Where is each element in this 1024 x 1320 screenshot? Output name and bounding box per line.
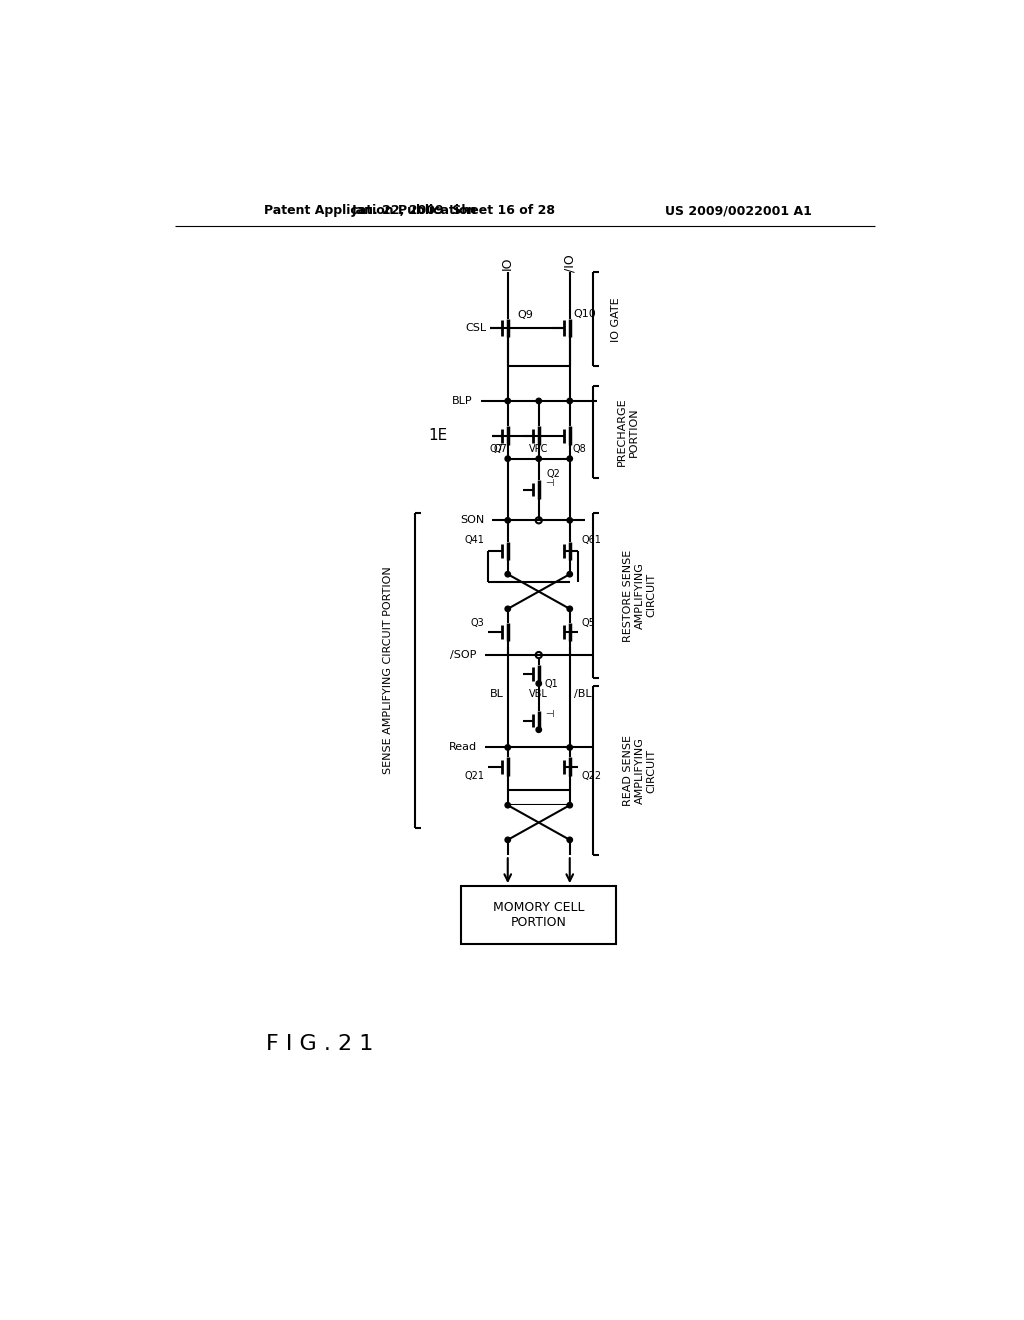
- Text: 1E: 1E: [428, 428, 447, 444]
- Text: Q3: Q3: [471, 618, 484, 628]
- Bar: [508, 789, 569, 805]
- Text: /SOP: /SOP: [451, 649, 477, 660]
- Text: Q5: Q5: [582, 618, 595, 628]
- Text: Jan. 22, 2009  Sheet 16 of 28: Jan. 22, 2009 Sheet 16 of 28: [351, 205, 555, 218]
- Circle shape: [567, 744, 572, 750]
- Text: ⊣: ⊣: [546, 478, 554, 488]
- Text: F I G . 2 1: F I G . 2 1: [266, 1034, 374, 1053]
- Circle shape: [567, 572, 572, 577]
- Circle shape: [567, 455, 572, 462]
- Text: Patent Application Publication: Patent Application Publication: [263, 205, 476, 218]
- Circle shape: [505, 572, 510, 577]
- Circle shape: [505, 606, 510, 611]
- Text: RESTORE SENSE
AMPLIFYING
CIRCUIT: RESTORE SENSE AMPLIFYING CIRCUIT: [623, 549, 656, 642]
- Circle shape: [505, 455, 510, 462]
- Circle shape: [505, 517, 510, 523]
- Circle shape: [567, 606, 572, 611]
- Text: CSL: CSL: [465, 323, 486, 333]
- Circle shape: [536, 727, 542, 733]
- Text: Q1: Q1: [545, 678, 559, 689]
- Text: Q9: Q9: [517, 310, 532, 321]
- Bar: [508, 805, 569, 809]
- Circle shape: [536, 455, 542, 462]
- Text: READ SENSE
AMPLIFYING
CIRCUIT: READ SENSE AMPLIFYING CIRCUIT: [623, 735, 656, 807]
- Bar: [461, 886, 616, 944]
- Circle shape: [505, 803, 510, 808]
- Circle shape: [505, 837, 510, 842]
- Text: MOMORY CELL
PORTION: MOMORY CELL PORTION: [493, 902, 585, 929]
- Text: Read: Read: [449, 742, 477, 752]
- Circle shape: [567, 517, 572, 523]
- Text: IO: IO: [502, 256, 514, 269]
- Text: SENSE AMPLIFYING CIRCUIT PORTION: SENSE AMPLIFYING CIRCUIT PORTION: [383, 566, 392, 775]
- Text: Q2: Q2: [547, 469, 560, 479]
- Text: /BL: /BL: [573, 689, 591, 698]
- Circle shape: [567, 399, 572, 404]
- Text: Q21: Q21: [465, 771, 484, 781]
- Text: Q10: Q10: [573, 309, 596, 319]
- Circle shape: [505, 744, 510, 750]
- Text: ⊣: ⊣: [546, 709, 554, 719]
- Circle shape: [536, 399, 542, 404]
- Text: BLP: BLP: [453, 396, 473, 407]
- Circle shape: [505, 399, 510, 404]
- Circle shape: [536, 681, 542, 686]
- Text: BL: BL: [490, 689, 504, 698]
- Text: US 2009/0022001 A1: US 2009/0022001 A1: [665, 205, 812, 218]
- Text: Q7: Q7: [494, 445, 507, 454]
- Circle shape: [567, 837, 572, 842]
- Text: Q7: Q7: [490, 445, 504, 454]
- Text: Q41: Q41: [465, 535, 484, 545]
- Text: Q22: Q22: [582, 771, 601, 781]
- Text: PRECHARGE
PORTION: PRECHARGE PORTION: [617, 397, 639, 466]
- Text: Q8: Q8: [572, 445, 586, 454]
- Text: Q61: Q61: [582, 535, 601, 545]
- Text: VPC: VPC: [529, 445, 549, 454]
- Text: IO GATE: IO GATE: [611, 297, 622, 342]
- Text: /IO: /IO: [563, 255, 577, 272]
- Text: SON: SON: [460, 515, 484, 525]
- Text: VBL: VBL: [529, 689, 548, 698]
- Circle shape: [567, 803, 572, 808]
